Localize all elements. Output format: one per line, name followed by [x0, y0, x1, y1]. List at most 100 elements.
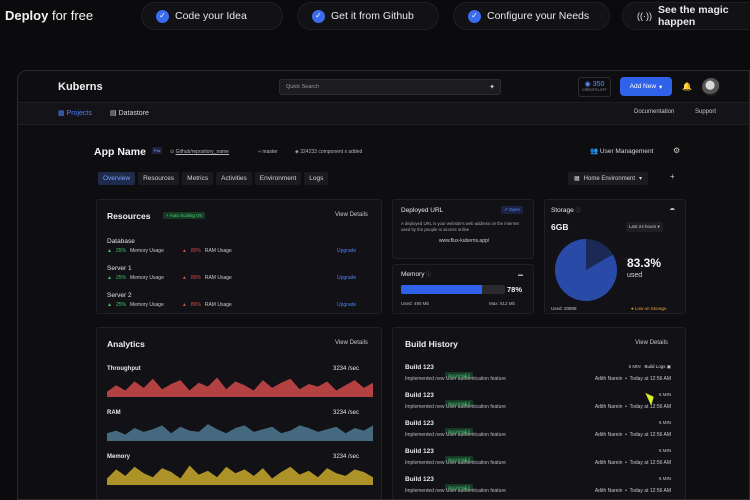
author-name: Adith Narein: [594, 488, 623, 494]
build-author: Adith Narein • Today at 12:56 AM: [594, 460, 671, 466]
logo: Kuberns: [58, 81, 103, 93]
build-name: Build 123: [405, 448, 434, 455]
tab-logs[interactable]: Logs: [304, 172, 329, 185]
build-description: Implemented new User authentication feat…: [405, 404, 506, 410]
tab-bar: Overview Resources Metrics Activities En…: [98, 172, 329, 185]
metric-value: 3234 /sec: [333, 410, 360, 416]
trend-warning-icon: ▲: [181, 248, 187, 254]
build-logs-link[interactable]: Build Logs: [644, 364, 666, 369]
nav-support[interactable]: Support: [695, 109, 717, 115]
memory-used: Used: 490 Mb: [401, 301, 430, 306]
nav-projects-label: Projects: [66, 110, 92, 117]
info-icon: ⓘ: [575, 208, 581, 214]
resources-view-details[interactable]: View Details: [335, 212, 368, 218]
headline-bold: Deploy: [5, 8, 49, 23]
top-nav: ▦ Projects ▤ Datastore Documentation Sup…: [18, 103, 749, 125]
auto-scaling-badge: + Auto Scaling On: [163, 212, 206, 219]
build-author: Adith Narein • Today at 12:56 AM: [594, 488, 671, 494]
upgrade-button[interactable]: Upgrade: [337, 302, 357, 308]
storage-title-label: Storage: [551, 207, 574, 214]
step-label: Configure your Needs: [487, 10, 590, 22]
app-header: Kuberns Quick Search ✦ ◉ 350 CREDITS LEFT…: [18, 71, 749, 103]
deployed-url-card: Deployed URL ⇗ Open A deployed URL is yo…: [392, 199, 534, 259]
avatar[interactable]: [702, 78, 720, 96]
build-author: Adith Narein • Today at 12:56 AM: [594, 404, 671, 410]
build-history-view-details[interactable]: View Details: [635, 340, 668, 346]
memory-bar: [401, 285, 505, 294]
build-row[interactable]: Build 123 Successful Implemented new Use…: [405, 448, 671, 474]
credits-badge[interactable]: ◉ 350 CREDITS LEFT: [578, 77, 611, 97]
build-row[interactable]: Build 123 Successful Implemented new Use…: [405, 364, 671, 390]
build-row[interactable]: Build 123 Successful Implemented new Use…: [405, 392, 671, 418]
sparkle-icon: ✦: [489, 84, 495, 91]
analytics-title: Analytics: [107, 339, 145, 349]
build-status-badge: Successful: [445, 456, 473, 463]
open-label: Open: [509, 207, 521, 212]
analytics-view-details[interactable]: View Details: [335, 340, 368, 346]
nav-documentation[interactable]: Documentation: [634, 109, 675, 115]
ram-usage-value: 80%: [190, 275, 201, 281]
external-link-icon: ⇗: [504, 207, 508, 212]
commit-icon: ◈: [295, 149, 299, 155]
add-environment-button[interactable]: +: [670, 172, 675, 181]
resources-card: Resources + Auto Scaling On View Details…: [96, 199, 382, 314]
gear-icon[interactable]: ⚙: [673, 146, 681, 155]
memory-usage-label: Memory Usage: [129, 248, 164, 254]
build-status-badge: Successful: [445, 484, 473, 491]
user-management-button[interactable]: 👥 User Management: [590, 147, 653, 155]
metric-value: 3234 /sec: [333, 454, 360, 460]
upgrade-button[interactable]: Upgrade: [337, 248, 357, 254]
build-author: Adith Narein • Today at 12:56 AM: [594, 376, 671, 382]
resource-stats: ▲ 25% Memory Usage ▲ 80% RAM Usage: [107, 302, 232, 308]
author-name: Adith Narein: [594, 460, 623, 466]
tab-overview[interactable]: Overview: [98, 172, 136, 185]
resource-name: Server 1: [107, 265, 132, 272]
build-row[interactable]: Build 123 Successful Implemented new Use…: [405, 420, 671, 446]
low-storage-warning: ● Low on Storage: [631, 306, 667, 311]
build-time: 5 MIN: [658, 476, 671, 481]
pie-used-slice: [555, 239, 617, 301]
step-pill-code: ✓ Code your Idea: [141, 2, 283, 30]
memory-usage-label: Memory Usage: [129, 275, 164, 281]
storage-title: Storage ⓘ: [551, 207, 581, 214]
open-url-button[interactable]: ⇗ Open: [501, 206, 524, 214]
step-label: Code your Idea: [175, 10, 247, 22]
resources-title: Resources: [107, 211, 151, 221]
tab-environment[interactable]: Environment: [254, 172, 302, 185]
build-time: 5 MIN: [628, 364, 641, 369]
author-name: Adith Narein: [594, 432, 623, 438]
tab-activities[interactable]: Activities: [216, 172, 252, 185]
deployed-url-link[interactable]: www.flux-kuberns.app/: [438, 238, 490, 244]
time-range-select[interactable]: Last 24 hours ▾: [626, 222, 663, 232]
trend-warning-icon: ▲: [181, 302, 187, 308]
build-time: 5 MIN: [658, 420, 671, 425]
grid-icon: ▦: [574, 176, 580, 182]
environment-select[interactable]: ▦ Home Environment ▾: [568, 172, 649, 185]
step-pill-github: ✓ Get it from Github: [297, 2, 439, 30]
nav-projects[interactable]: ▦ Projects: [58, 109, 92, 117]
page-title: App Name: [94, 146, 146, 158]
search-input[interactable]: Quick Search ✦: [279, 79, 501, 95]
tab-resources[interactable]: Resources: [138, 172, 180, 185]
metric-label: Memory: [107, 454, 131, 460]
add-new-button[interactable]: Add New ▾: [620, 77, 672, 96]
memory-usage-label: Memory Usage: [129, 302, 164, 308]
ram-usage-label: RAM Usage: [204, 302, 232, 308]
metric-label: RAM: [107, 410, 121, 416]
upgrade-button[interactable]: Upgrade: [337, 275, 357, 281]
trend-up-icon: ▲: [107, 275, 112, 281]
nav-datastore[interactable]: ▤ Datastore: [110, 109, 149, 117]
bell-icon[interactable]: 🔔: [682, 82, 692, 91]
memory-usage-value: 25%: [115, 302, 126, 308]
cloud-icon: ☁: [669, 206, 675, 212]
add-new-label: Add New: [629, 83, 657, 90]
build-row[interactable]: Build 123 Successful Implemented new Use…: [405, 476, 671, 499]
trend-up-icon: ▲: [107, 302, 112, 308]
step-pill-magic: ((·)) See the magic happen: [622, 2, 750, 30]
commit-label: 324233 component x added: [300, 149, 363, 155]
tab-metrics[interactable]: Metrics: [182, 172, 214, 185]
memory-bar-fill: [401, 285, 483, 294]
build-description: Implemented new User authentication feat…: [405, 432, 506, 438]
step-label: Get it from Github: [331, 10, 414, 22]
repo-link[interactable]: ⊙ Github/repository_name: [170, 149, 229, 155]
